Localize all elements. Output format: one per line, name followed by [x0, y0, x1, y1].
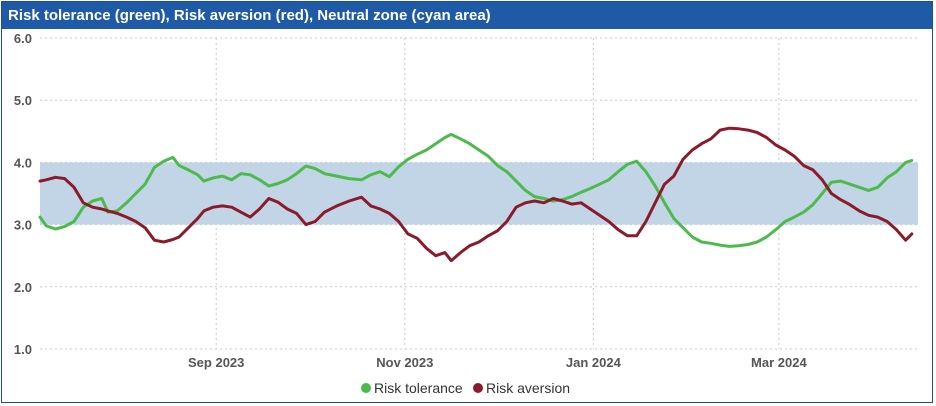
x-tick-label: Nov 2023	[376, 355, 433, 370]
chart-title: Risk tolerance (green), Risk aversion (r…	[2, 2, 932, 29]
series-line-risk-tolerance	[38, 132, 914, 248]
series-lines	[38, 126, 914, 263]
y-axis-ticks: 1.0 2.0 3.0 4.0 5.0 6.0	[14, 31, 32, 357]
series-line-risk-aversion	[38, 126, 914, 263]
neutral-zone-area	[40, 162, 918, 225]
y-tick-label: 3.0	[14, 218, 32, 233]
legend-marker-risk-aversion	[473, 383, 483, 393]
legend: Risk tolerance Risk aversion	[361, 380, 570, 396]
legend-label-risk-aversion: Risk aversion	[486, 380, 570, 396]
legend-marker-risk-tolerance	[361, 383, 371, 393]
x-tick-label: Sep 2023	[188, 355, 244, 370]
y-tick-label: 6.0	[14, 31, 32, 46]
x-axis-ticks: Sep 2023 Nov 2023 Jan 2024 Mar 2024	[188, 355, 807, 370]
legend-label-risk-tolerance: Risk tolerance	[374, 380, 463, 396]
x-tick-label: Mar 2024	[751, 355, 807, 370]
y-tick-label: 4.0	[14, 155, 32, 170]
y-tick-label: 5.0	[14, 93, 32, 108]
x-tick-label: Jan 2024	[566, 355, 622, 370]
y-tick-label: 1.0	[14, 342, 32, 357]
y-tick-label: 2.0	[14, 280, 32, 295]
